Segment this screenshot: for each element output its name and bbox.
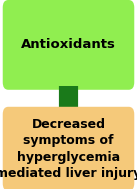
Polygon shape — [38, 86, 99, 116]
FancyBboxPatch shape — [3, 107, 134, 189]
Text: Decreased
symptoms of
hyperglycemia
mediated liver injury: Decreased symptoms of hyperglycemia medi… — [0, 118, 137, 180]
FancyBboxPatch shape — [3, 0, 134, 90]
Text: Antioxidants: Antioxidants — [21, 38, 116, 51]
